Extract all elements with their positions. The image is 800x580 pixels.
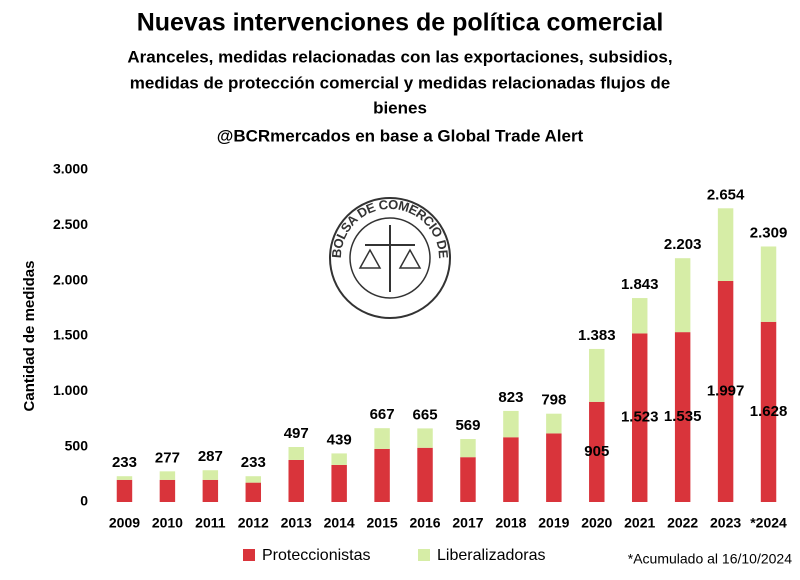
x-tick-label: 2015: [367, 515, 398, 531]
bar-segment: [331, 453, 347, 465]
legend-swatch: [418, 549, 430, 561]
y-tick-label: 2.500: [53, 216, 88, 232]
bar-segment: [374, 448, 390, 502]
x-tick-label: 2023: [710, 515, 741, 531]
total-label: 667: [370, 406, 395, 423]
total-label: 2.203: [664, 236, 702, 253]
total-label: 665: [413, 406, 438, 423]
bar-segment: [546, 433, 562, 502]
bar-segment: [202, 479, 219, 502]
bar-segment: [245, 476, 262, 483]
y-tick-label: 500: [65, 437, 89, 453]
y-tick-label: 2.000: [53, 271, 88, 287]
x-tick-label: 2019: [538, 515, 569, 531]
value-label: 1.523: [621, 409, 659, 426]
total-label: 1.383: [578, 327, 616, 344]
bar-segment: [631, 298, 648, 334]
bar-segment: [245, 482, 262, 502]
x-tick-label: *2024: [750, 515, 787, 531]
total-label: 569: [455, 417, 480, 434]
bar-segment: [116, 479, 133, 502]
total-label: 2.654: [707, 186, 745, 203]
total-label: 497: [284, 425, 309, 442]
x-tick-label: 2014: [324, 515, 355, 531]
y-tick-label: 0: [80, 493, 88, 509]
bar-segment: [717, 280, 734, 502]
value-label: 1.535: [664, 408, 702, 425]
bar-segment: [288, 459, 304, 502]
bar-segment: [760, 321, 777, 502]
subtitle: bienes: [373, 98, 427, 117]
total-label: 439: [327, 431, 352, 448]
x-tick-label: 2021: [624, 515, 655, 531]
total-label: 277: [155, 449, 180, 466]
value-label: 1.997: [707, 382, 745, 399]
bar-segment: [116, 476, 133, 480]
bar-segment: [589, 348, 605, 402]
x-tick-label: 2017: [452, 515, 483, 531]
bar-segment: [589, 401, 605, 502]
y-tick-label: 1.000: [53, 382, 88, 398]
x-tick-label: 2016: [409, 515, 440, 531]
value-label: 1.628: [750, 403, 788, 420]
subtitle: Aranceles, medidas relacionadas con las …: [127, 47, 672, 66]
bar-segment: [674, 258, 691, 333]
bar-segment: [460, 439, 476, 458]
bar-segment: [417, 447, 433, 502]
bar-segment: [159, 471, 176, 480]
legend-label: Proteccionistas: [262, 547, 371, 564]
bar-segment: [503, 410, 519, 438]
bar-segment: [717, 208, 734, 281]
bar-segment: [331, 464, 347, 502]
y-tick-label: 3.000: [53, 161, 88, 177]
x-tick-label: 2010: [152, 515, 183, 531]
chart-title: Nuevas intervenciones de política comerc…: [137, 9, 664, 37]
bar-segment: [202, 470, 219, 480]
bar-segment: [760, 246, 777, 322]
bar-segment: [460, 457, 476, 502]
bar-segment: [546, 413, 562, 434]
x-tick-label: 2012: [238, 515, 269, 531]
total-label: 798: [541, 392, 566, 409]
footnote: *Acumulado al 16/10/2024: [628, 551, 792, 567]
bar-segment: [417, 428, 433, 448]
total-label: 287: [198, 448, 223, 465]
bar-segment: [674, 332, 691, 502]
bar-segment: [159, 479, 176, 502]
x-tick-label: 2022: [667, 515, 698, 531]
bar-segment: [631, 333, 648, 502]
bar-segment: [288, 446, 304, 460]
bar-segment: [503, 437, 519, 502]
legend-swatch: [243, 549, 255, 561]
value-label: 905: [584, 443, 609, 460]
y-tick-label: 1.500: [53, 327, 88, 343]
subtitle: medidas de protección comercial y medida…: [130, 73, 670, 92]
total-label: 2.309: [750, 224, 788, 241]
legend-label: Liberalizadoras: [437, 547, 546, 564]
bar-segment: [374, 428, 390, 449]
y-axis-label: Cantidad de medidas: [21, 261, 38, 412]
total-label: 233: [241, 454, 266, 471]
subtitle: @BCRmercados en base a Global Trade Aler…: [217, 126, 584, 145]
x-tick-label: 2009: [109, 515, 140, 531]
total-label: 823: [498, 389, 523, 406]
x-tick-label: 2018: [495, 515, 526, 531]
total-label: 1.843: [621, 276, 659, 293]
x-tick-label: 2013: [281, 515, 312, 531]
total-label: 233: [112, 454, 137, 471]
x-tick-label: 2020: [581, 515, 612, 531]
x-tick-label: 2011: [195, 515, 226, 531]
